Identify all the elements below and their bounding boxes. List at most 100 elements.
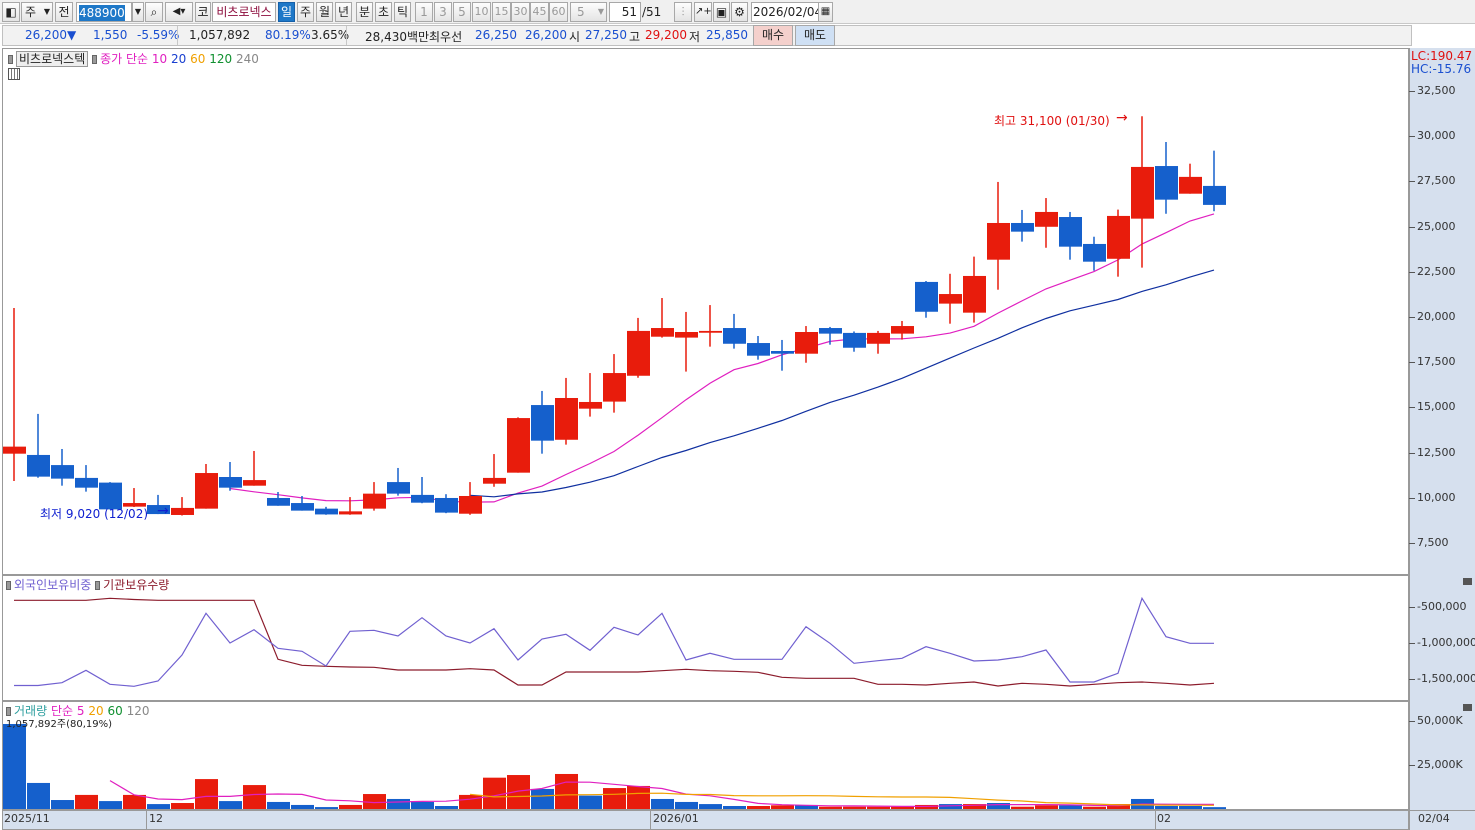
volume-bar bbox=[27, 782, 50, 809]
volume-bar bbox=[1083, 806, 1106, 809]
candle-body bbox=[891, 326, 914, 334]
y-axis[interactable] bbox=[1409, 48, 1475, 830]
volume-label[interactable]: 거래량 bbox=[14, 704, 48, 718]
change-percent: -5.59% bbox=[137, 28, 180, 42]
candle-body bbox=[579, 401, 602, 409]
candle-body bbox=[99, 482, 122, 510]
legend-handle-icon[interactable] bbox=[8, 55, 13, 64]
speaker-icon[interactable]: ◀▾ bbox=[165, 2, 193, 22]
window-menu-icon[interactable]: ◧ bbox=[2, 2, 20, 22]
period-minute-button[interactable]: 분 bbox=[356, 2, 373, 22]
minute-45-button[interactable]: 45 bbox=[530, 2, 549, 22]
panel-collapse-icon[interactable] bbox=[1463, 578, 1472, 585]
y-tick: 50,000K bbox=[1409, 714, 1463, 727]
ma-240[interactable]: 240 bbox=[235, 52, 259, 66]
volume-ma-label[interactable]: 단순 bbox=[50, 704, 74, 718]
legend-handle-icon[interactable] bbox=[92, 55, 98, 64]
right-arrow-icon: → bbox=[1116, 110, 1128, 126]
y-tick: -1,500,000 bbox=[1409, 672, 1475, 685]
sell-button[interactable]: 매도 bbox=[795, 25, 835, 46]
date-label: 12 bbox=[149, 812, 163, 825]
market-button[interactable]: 코 bbox=[195, 2, 211, 22]
volume-bar bbox=[963, 804, 986, 809]
current-price: 26,200 bbox=[25, 28, 67, 42]
period-day-button[interactable]: 일 bbox=[278, 2, 295, 22]
all-button[interactable]: 전 bbox=[55, 2, 73, 22]
volume-ma20-line bbox=[469, 792, 1215, 806]
search-icon[interactable]: ⌕ bbox=[145, 2, 163, 22]
candle-body bbox=[147, 505, 170, 515]
add-indicator-icon[interactable]: ↗+ bbox=[694, 2, 712, 22]
minute-3-button[interactable]: 3 bbox=[434, 2, 452, 22]
count-input[interactable]: 51 bbox=[609, 2, 641, 22]
candle-type-icon[interactable]: ⫶ bbox=[674, 2, 692, 22]
date-divider bbox=[650, 810, 651, 830]
institution-holding-label[interactable]: 기관보유수량 bbox=[103, 578, 170, 592]
turnover-rate: 3.65% bbox=[311, 28, 350, 42]
volume-bar bbox=[291, 804, 314, 809]
y-tick: 22,500 bbox=[1409, 265, 1456, 278]
volume-bar bbox=[627, 785, 650, 809]
ma-120[interactable]: 120 bbox=[209, 52, 233, 66]
open-price: 27,250 bbox=[585, 28, 627, 42]
legend-handle-icon[interactable] bbox=[95, 581, 101, 590]
volume-ratio: 80.19% bbox=[265, 28, 311, 42]
quote-info-bar: 26,200 ▼ 1,550 -5.59% 1,057,892 80.19% 3… bbox=[2, 25, 1412, 46]
date-axis-current-box bbox=[1409, 810, 1475, 830]
data-table-icon[interactable] bbox=[8, 68, 20, 80]
candle-body bbox=[843, 332, 866, 348]
minute-60-button[interactable]: 60 bbox=[549, 2, 568, 22]
volume-bar bbox=[987, 803, 1010, 809]
stock-code-input[interactable]: 488900 bbox=[76, 2, 132, 22]
holding-panel[interactable] bbox=[2, 575, 1409, 701]
ma-60[interactable]: 60 bbox=[190, 52, 206, 66]
ma-20[interactable]: 20 bbox=[171, 52, 187, 66]
minute-5-button[interactable]: 5 bbox=[453, 2, 471, 22]
y-tick: 32,500 bbox=[1409, 84, 1456, 97]
stock-tag[interactable]: 비츠로넥스텍 bbox=[16, 51, 89, 67]
y-tick: 17,500 bbox=[1409, 355, 1456, 368]
best-bid: 26,200 bbox=[525, 28, 567, 42]
volume-panel[interactable] bbox=[2, 701, 1409, 810]
price-panel[interactable] bbox=[2, 48, 1409, 575]
date-input[interactable]: 2026/02/04 bbox=[751, 2, 822, 22]
candle-body bbox=[915, 281, 938, 312]
period-week-button[interactable]: 주 bbox=[297, 2, 314, 22]
volume-bar bbox=[219, 801, 242, 809]
ma-label[interactable]: 종가 단순 bbox=[100, 52, 149, 66]
minute-10-button[interactable]: 10 bbox=[472, 2, 491, 22]
candle-body bbox=[1131, 166, 1154, 219]
stock-name-field[interactable]: 비츠로넥스 bbox=[212, 2, 276, 22]
volume-bar bbox=[171, 803, 194, 809]
minute-30-button[interactable]: 30 bbox=[511, 2, 530, 22]
vma-120[interactable]: 120 bbox=[126, 704, 150, 718]
candle-body bbox=[987, 222, 1010, 260]
calendar-icon[interactable]: ▦ bbox=[818, 2, 833, 22]
code-dropdown-icon[interactable]: ▼ bbox=[132, 2, 144, 22]
volume-bar bbox=[651, 798, 674, 809]
vma-60[interactable]: 60 bbox=[107, 704, 123, 718]
period-select[interactable]: 주 ▼ bbox=[21, 2, 53, 22]
panel-collapse-icon[interactable] bbox=[1463, 704, 1472, 711]
foreign-holding-label[interactable]: 외국인보유비중 bbox=[14, 578, 92, 592]
volume-value: 1,057,892 bbox=[189, 28, 251, 42]
minute-15-button[interactable]: 15 bbox=[492, 2, 511, 22]
vma-5[interactable]: 5 bbox=[76, 704, 85, 718]
vma-20[interactable]: 20 bbox=[88, 704, 104, 718]
volume-bar bbox=[603, 788, 626, 809]
legend-handle-icon[interactable] bbox=[6, 707, 11, 716]
period-month-button[interactable]: 월 bbox=[316, 2, 333, 22]
volume-bar bbox=[771, 805, 794, 809]
ma-10[interactable]: 10 bbox=[151, 52, 168, 66]
save-icon[interactable]: ▣ bbox=[713, 2, 730, 22]
period-tick-button[interactable]: 틱 bbox=[394, 2, 411, 22]
volume-bar bbox=[195, 779, 218, 809]
gear-icon[interactable]: ⚙ bbox=[731, 2, 748, 22]
period-second-button[interactable]: 초 bbox=[375, 2, 392, 22]
period-year-button[interactable]: 년 bbox=[335, 2, 352, 22]
minute-1-button[interactable]: 1 bbox=[415, 2, 433, 22]
interval-select[interactable]: 5 ▼ bbox=[570, 2, 607, 22]
buy-button[interactable]: 매수 bbox=[753, 25, 793, 46]
holding-legend: 외국인보유비중 기관보유수량 bbox=[6, 576, 169, 593]
legend-handle-icon[interactable] bbox=[6, 581, 11, 590]
